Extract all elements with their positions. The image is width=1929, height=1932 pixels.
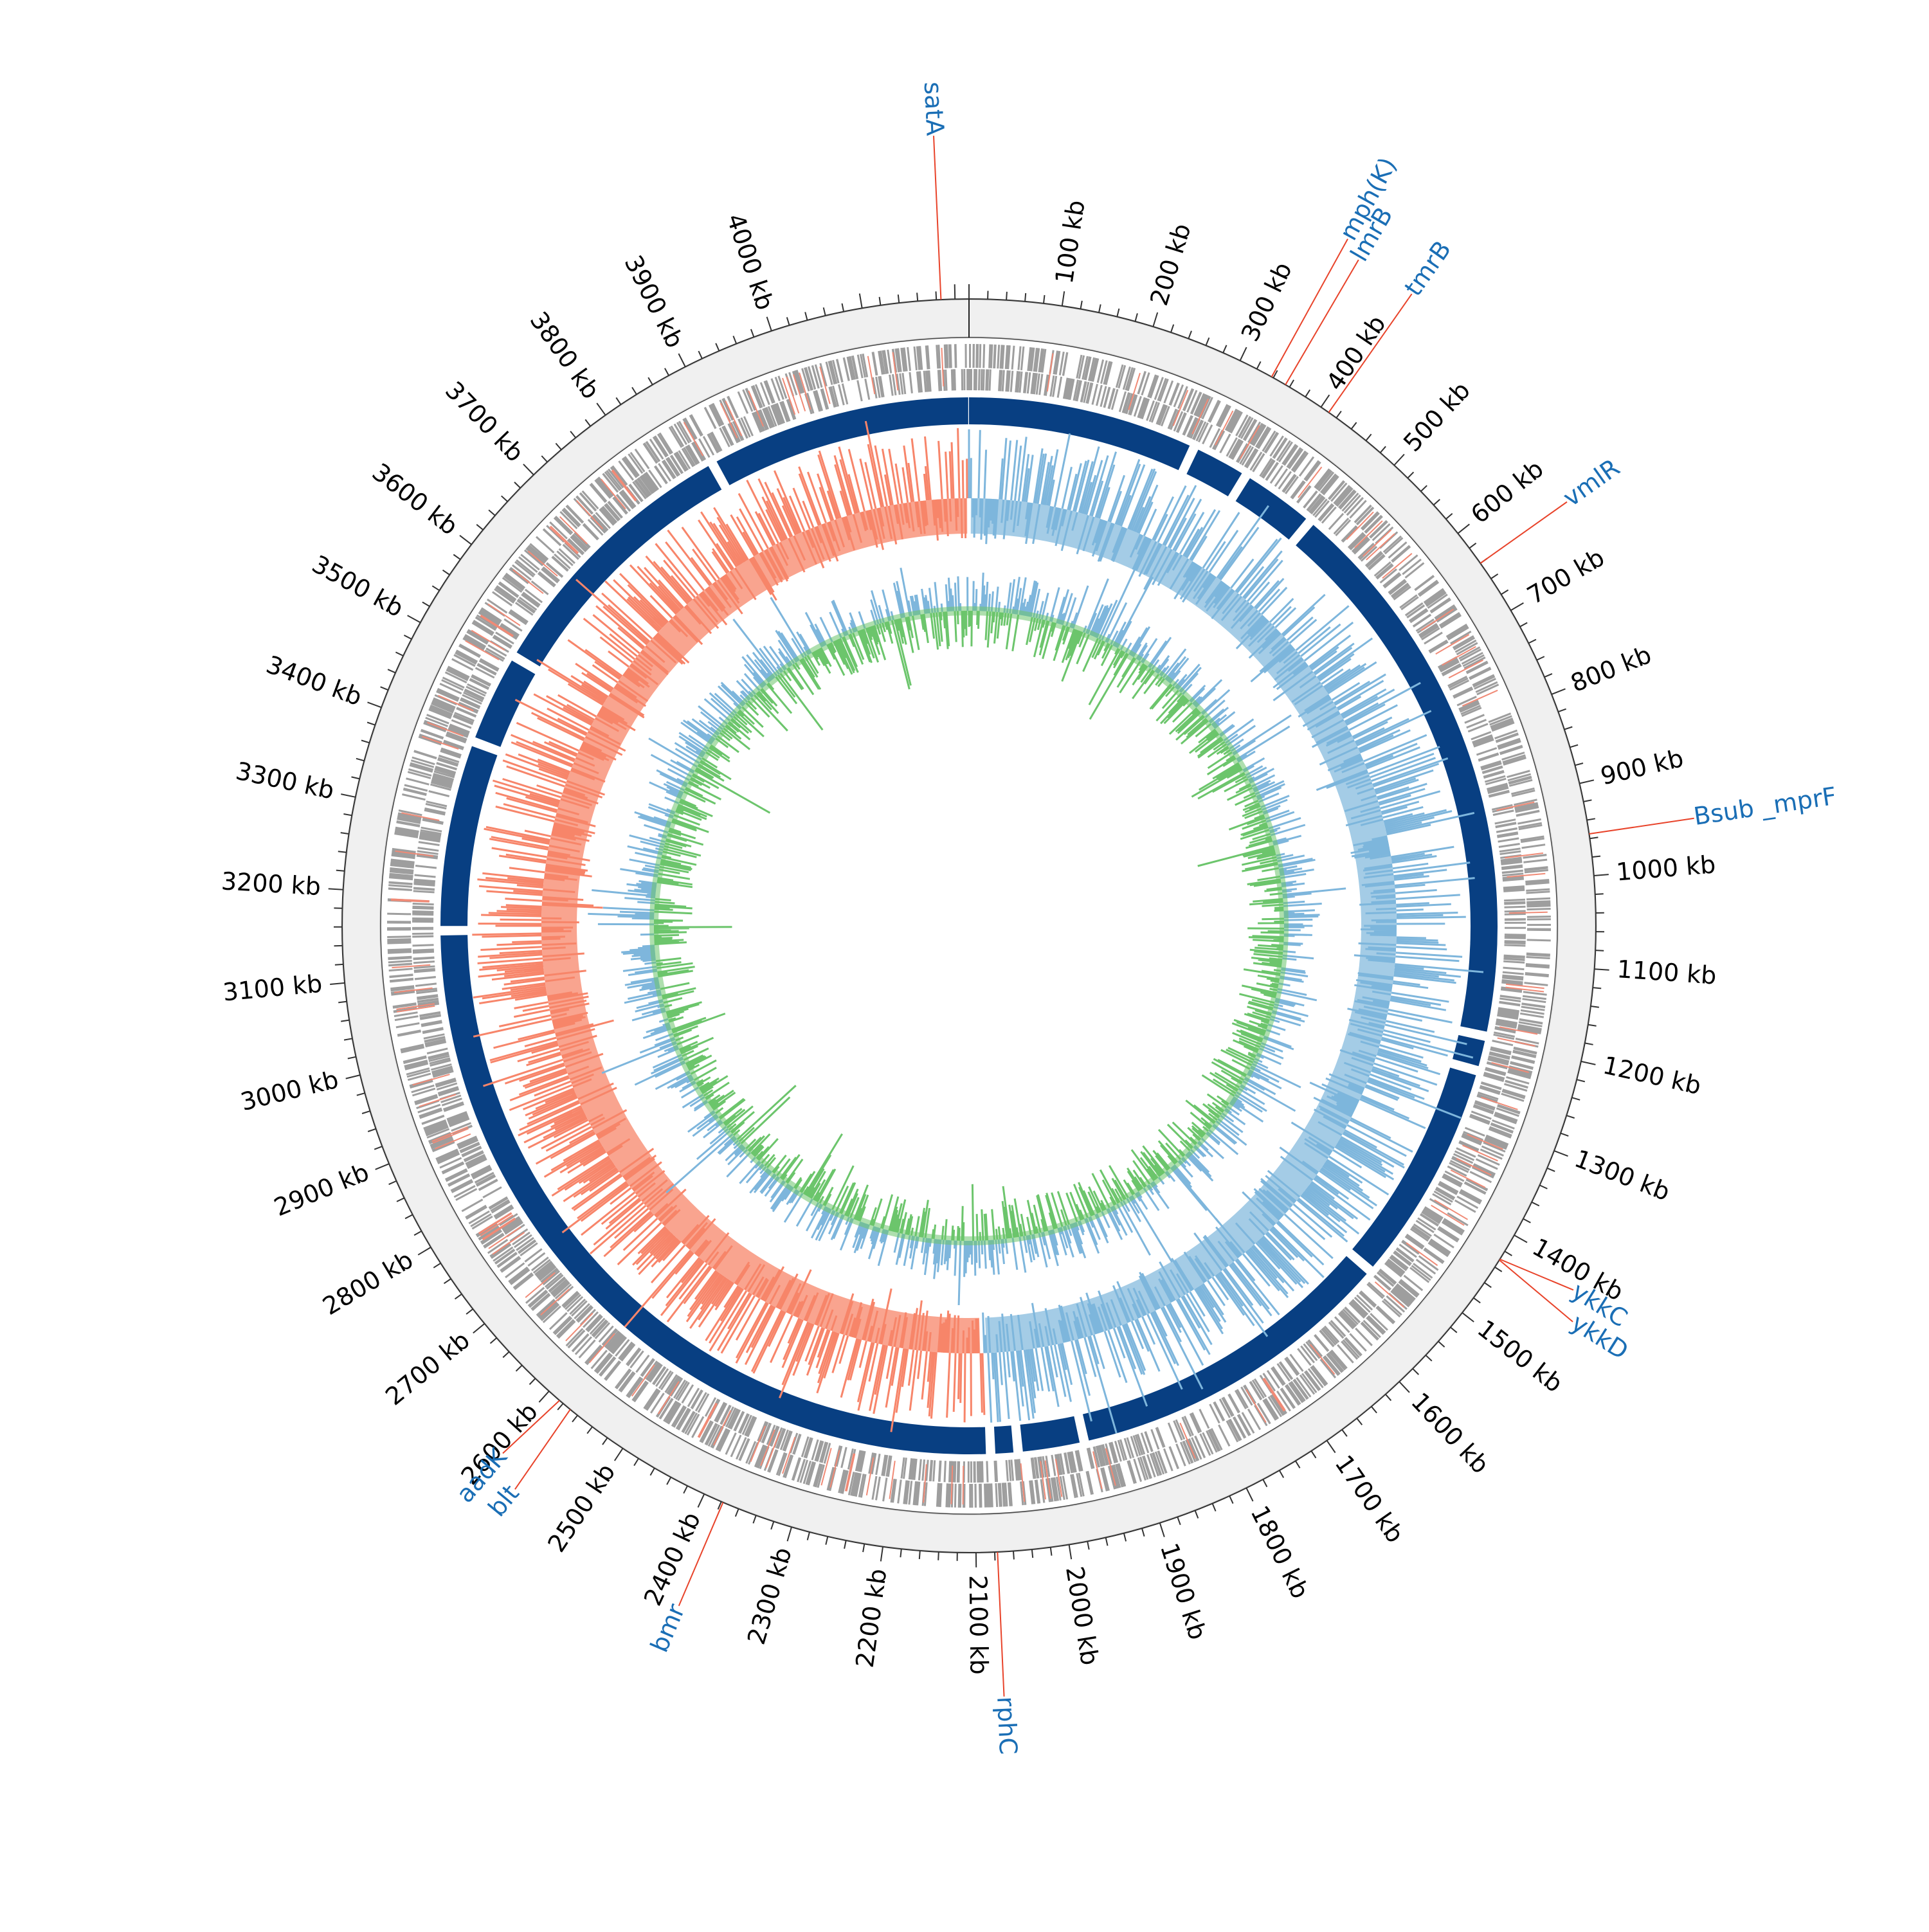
backbone-track <box>440 397 1498 1454</box>
cds-marks <box>386 343 1552 1508</box>
tick-label: 2200 kb <box>851 1567 892 1669</box>
tick-label: 1900 kb <box>1155 1540 1212 1643</box>
tick-label: 1000 kb <box>1615 850 1717 886</box>
backbone-segment <box>1296 525 1498 1032</box>
tick-label: 100 kb <box>1050 198 1091 285</box>
tick-label: 900 kb <box>1598 744 1686 791</box>
gene-label: Bsub _mprF <box>1692 782 1838 831</box>
backbone-segment <box>1235 478 1307 540</box>
tick-label: 300 kb <box>1236 258 1298 346</box>
gene-label: vmlR <box>1558 453 1625 512</box>
tick-label: 3200 kb <box>221 867 322 901</box>
tick-label: 4000 kb <box>721 210 779 314</box>
backbone-segment <box>969 397 1190 471</box>
tick-label: 1200 kb <box>1600 1051 1704 1100</box>
tick-label: 3300 kb <box>233 757 337 805</box>
tick-label: 3500 kb <box>307 550 408 622</box>
tick-label: 3900 kb <box>619 251 689 352</box>
backbone-segment <box>1020 1416 1080 1452</box>
tick-label: 1700 kb <box>1329 1450 1409 1548</box>
gene-leader-line <box>1499 1259 1573 1323</box>
backbone-segment <box>516 465 722 667</box>
gene-leader-line <box>514 1409 571 1490</box>
gene-leader-line <box>1499 1258 1574 1291</box>
rna-marks <box>390 347 1548 1505</box>
tick-label: 2700 kb <box>380 1326 475 1411</box>
tick-marks <box>328 284 1609 1567</box>
gc-content-high <box>588 567 1346 1306</box>
tick-label: 2900 kb <box>270 1158 373 1222</box>
tick-label: 2800 kb <box>318 1245 418 1321</box>
gene-leader-line <box>1285 259 1359 385</box>
tick-label: 3400 kb <box>262 650 366 711</box>
tick-label: 2300 kb <box>742 1544 797 1648</box>
scale-ticks <box>328 284 1609 1567</box>
tick-label: 1600 kb <box>1406 1387 1494 1479</box>
tick-label: 1800 kb <box>1245 1501 1314 1603</box>
gene-leader-line <box>1271 239 1348 377</box>
tick-label: 3600 kb <box>367 458 464 541</box>
gene-label: bmr <box>645 1600 691 1656</box>
tick-label: 600 kb <box>1465 455 1549 529</box>
backbone-segment <box>1186 449 1242 497</box>
tick-label: 2400 kb <box>638 1508 706 1610</box>
tick-label: 1300 kb <box>1571 1144 1674 1207</box>
tick-label: 800 kb <box>1567 640 1656 698</box>
cds-track <box>386 343 1552 1508</box>
gene-label: satA <box>919 81 950 136</box>
tick-label: 1500 kb <box>1472 1314 1568 1398</box>
tick-label: 3800 kb <box>525 307 606 404</box>
tick-label: 400 kb <box>1321 310 1391 395</box>
backbone-segment <box>1082 1256 1367 1441</box>
tick-label: 2500 kb <box>542 1458 620 1557</box>
gc-skew-positive <box>968 429 1484 1434</box>
gene-leader-line <box>678 1502 724 1607</box>
tick-label: 3000 kb <box>238 1065 341 1117</box>
backbone-segment <box>1453 1034 1485 1067</box>
backbone-segment <box>1352 1067 1476 1267</box>
tick-label: 700 kb <box>1522 543 1609 610</box>
tick-label: 1100 kb <box>1616 955 1717 990</box>
gene-leader-line <box>1589 817 1694 835</box>
tick-label: 200 kb <box>1145 220 1196 309</box>
gc-content-track <box>588 567 1346 1306</box>
gene-leader-line <box>1480 501 1568 564</box>
gene-leader-line <box>1328 293 1413 413</box>
tick-label: 2000 kb <box>1060 1564 1104 1667</box>
gene-label: rphC <box>992 1696 1022 1755</box>
gene-label: tmrB <box>1399 235 1457 301</box>
tick-label: 2100 kb <box>964 1575 993 1675</box>
tick-label: 3100 kb <box>222 970 323 1007</box>
gene-leader-line <box>933 136 942 300</box>
gene-leader-line <box>502 1400 560 1454</box>
gc-content-band <box>649 606 1289 1245</box>
tick-label: 3700 kb <box>440 376 529 467</box>
backbone-segment <box>716 397 968 485</box>
backbone-segment <box>475 660 536 747</box>
backbone-segment <box>993 1425 1014 1454</box>
tick-label: 500 kb <box>1398 376 1476 457</box>
backbone-segment <box>440 746 498 926</box>
gene-leader-line <box>997 1551 1005 1697</box>
gc-skew-track <box>472 420 1484 1434</box>
